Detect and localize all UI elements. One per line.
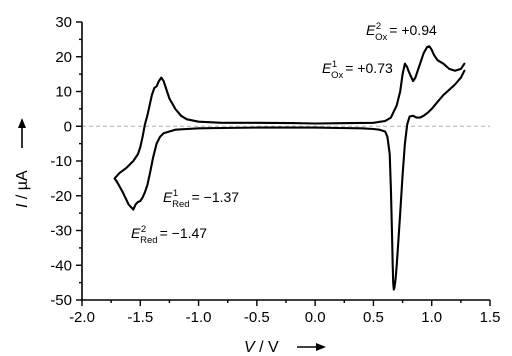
y-tick-label: 10 — [55, 84, 72, 101]
x-tick-label: 0.0 — [305, 309, 326, 326]
y-axis-ticks: -50 -40 -30 -20 -10 0 10 20 30 — [50, 14, 82, 309]
annotation-e1-ox: E1 Ox = +0.73 — [322, 59, 393, 81]
x-axis-arrow-icon — [297, 343, 326, 351]
x-axis-title: V / V — [244, 339, 279, 356]
cv-curve-line — [113, 45, 466, 291]
y-tick-label: -50 — [50, 292, 72, 309]
x-tick-label: -1.0 — [186, 309, 212, 326]
y-tick-label: -40 — [50, 257, 72, 274]
y-tick-label: 20 — [55, 49, 72, 66]
y-tick-label: -10 — [50, 153, 72, 170]
annotation-e2-red: E2 Red = −1.47 — [131, 224, 207, 246]
x-tick-label: 1.0 — [421, 309, 442, 326]
y-tick-label: -20 — [50, 188, 72, 205]
y-tick-label: -30 — [50, 223, 72, 240]
annotation-e1-red: E1 Red = −1.37 — [163, 188, 239, 210]
annotation-e2-ox: E2 Ox = +0.94 — [366, 21, 437, 43]
y-tick-label: 0 — [64, 118, 72, 135]
x-tick-label: -0.5 — [244, 309, 270, 326]
x-tick-label: -2.0 — [69, 309, 95, 326]
x-tick-label: 1.5 — [480, 309, 501, 326]
y-tick-label: 30 — [55, 14, 72, 31]
x-axis-ticks: -2.0 -1.5 -1.0 -0.5 0.0 0.5 1.0 1.5 — [69, 300, 500, 326]
y-axis-arrow-icon — [18, 118, 26, 148]
x-tick-label: -1.5 — [127, 309, 153, 326]
x-tick-label: 0.5 — [363, 309, 384, 326]
y-axis-title: I / µA — [14, 170, 31, 208]
